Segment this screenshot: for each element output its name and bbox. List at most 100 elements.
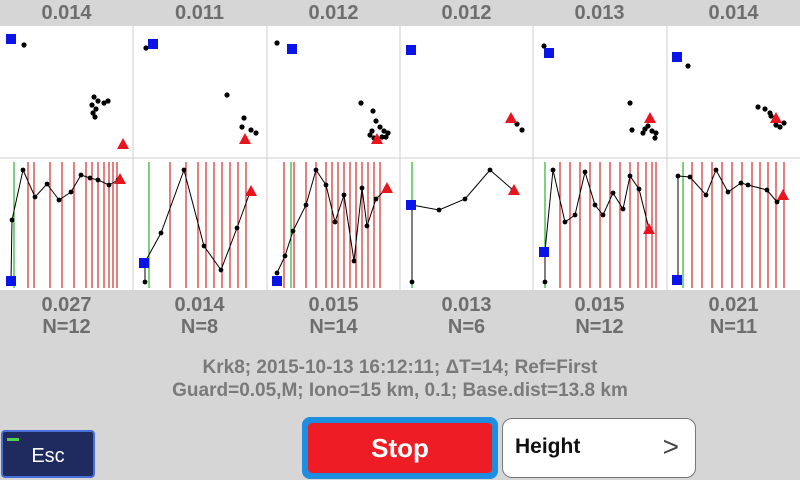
scatter-point xyxy=(652,135,658,141)
series-point xyxy=(44,181,50,187)
scatter-point xyxy=(274,40,280,46)
bottom-value: 0.014 xyxy=(174,294,225,316)
series-point xyxy=(550,167,556,173)
n-label: N=8 xyxy=(180,316,219,338)
bottom-value: 0.021 xyxy=(708,294,759,316)
scatter-point xyxy=(781,120,787,126)
scatter-triangle-marker xyxy=(770,112,782,123)
scatter-point xyxy=(91,94,97,100)
series-point xyxy=(572,212,578,218)
series-square-marker xyxy=(672,275,682,285)
scatter-point xyxy=(89,102,95,108)
series-point xyxy=(20,167,26,173)
scatter-point xyxy=(653,130,659,136)
scatter-point xyxy=(143,45,149,51)
series-point xyxy=(409,279,415,285)
series-point xyxy=(764,187,770,193)
series-point xyxy=(282,253,288,259)
series-triangle-marker xyxy=(114,173,126,184)
series-line xyxy=(411,169,514,282)
stop-button-frame[interactable]: Stop xyxy=(302,417,498,479)
scatter-point xyxy=(385,130,391,136)
series-point xyxy=(234,225,240,231)
scatter-point xyxy=(253,130,259,136)
info-line-2: Guard=0.05,M; Iono=15 km, 0.1; Base.dist… xyxy=(172,380,628,401)
scatter-point xyxy=(768,113,774,119)
series-square-marker xyxy=(6,276,16,286)
scatter-point xyxy=(640,130,646,136)
series-point xyxy=(713,167,719,173)
scatter-point xyxy=(370,108,376,114)
scatter-point xyxy=(21,42,27,48)
series-point xyxy=(313,167,319,173)
scatter-point xyxy=(773,122,779,128)
n-label: N=12 xyxy=(575,316,624,338)
series-point xyxy=(303,202,309,208)
bottom-values-2: 0.014 N=8 xyxy=(133,294,266,338)
scatter-point xyxy=(369,128,375,134)
bottom-values-4: 0.013 N=6 xyxy=(400,294,533,338)
series-point xyxy=(32,194,38,200)
series-point xyxy=(158,230,164,236)
series-point xyxy=(725,189,731,195)
series-point xyxy=(620,206,626,212)
scatter-point xyxy=(645,123,651,129)
bottom-value: 0.015 xyxy=(308,294,359,316)
scatter-point xyxy=(649,128,655,134)
series-point xyxy=(610,190,616,196)
top-value-6: 0.014 xyxy=(708,2,759,24)
scatter-square-marker xyxy=(6,34,16,44)
bottom-values-1: 0.027 N=12 xyxy=(0,294,133,338)
series-point xyxy=(364,223,370,229)
scatter-point xyxy=(777,124,783,130)
scatter-square-marker xyxy=(287,44,297,54)
series-point xyxy=(562,219,568,225)
series-line xyxy=(544,169,650,282)
scatter-point xyxy=(381,128,387,134)
series-triangle-marker xyxy=(508,184,520,195)
series-point xyxy=(95,177,101,183)
series-point xyxy=(56,197,62,203)
esc-button[interactable]: Esc xyxy=(1,430,95,478)
scatter-point xyxy=(383,134,389,140)
series-point xyxy=(373,196,379,202)
series-point xyxy=(745,182,751,188)
scatter-point xyxy=(101,100,107,106)
scatter-triangle-marker xyxy=(239,133,251,144)
series-point xyxy=(68,189,74,195)
series-point xyxy=(436,207,442,213)
top-value-4: 0.012 xyxy=(441,2,492,24)
series-point xyxy=(774,199,780,205)
scatter-point xyxy=(93,106,99,112)
scatter-square-marker xyxy=(406,45,416,55)
series-line xyxy=(144,168,251,282)
scatter-point xyxy=(377,124,383,130)
scatter-point xyxy=(755,104,761,110)
info-line-1: Krk8; 2015-10-13 16:12:11; ΔT=14; Ref=Fi… xyxy=(202,357,598,378)
n-label: N=12 xyxy=(42,316,91,338)
scatter-point xyxy=(627,100,633,106)
series-point xyxy=(201,243,207,249)
scatter-point xyxy=(629,127,635,133)
scatter-point xyxy=(241,115,247,121)
plot-area xyxy=(0,26,800,290)
scatter-point xyxy=(248,127,254,133)
series-point xyxy=(9,217,15,223)
series-square-marker xyxy=(406,200,416,210)
height-button[interactable]: Height > xyxy=(502,418,696,478)
scatter-point xyxy=(373,118,379,124)
scatter-point xyxy=(541,43,547,49)
scatter-point xyxy=(105,98,111,104)
chevron-right-icon: > xyxy=(662,431,679,462)
series-point xyxy=(341,192,347,198)
scatter-point xyxy=(239,124,245,130)
series-point xyxy=(106,182,112,188)
stop-button[interactable]: Stop xyxy=(308,423,492,473)
series-point xyxy=(600,212,606,218)
series-point xyxy=(78,172,84,178)
n-label: N=6 xyxy=(447,316,486,338)
series-point xyxy=(181,167,187,173)
top-value-5: 0.013 xyxy=(574,2,625,24)
series-point xyxy=(462,196,468,202)
series-point xyxy=(290,228,296,234)
